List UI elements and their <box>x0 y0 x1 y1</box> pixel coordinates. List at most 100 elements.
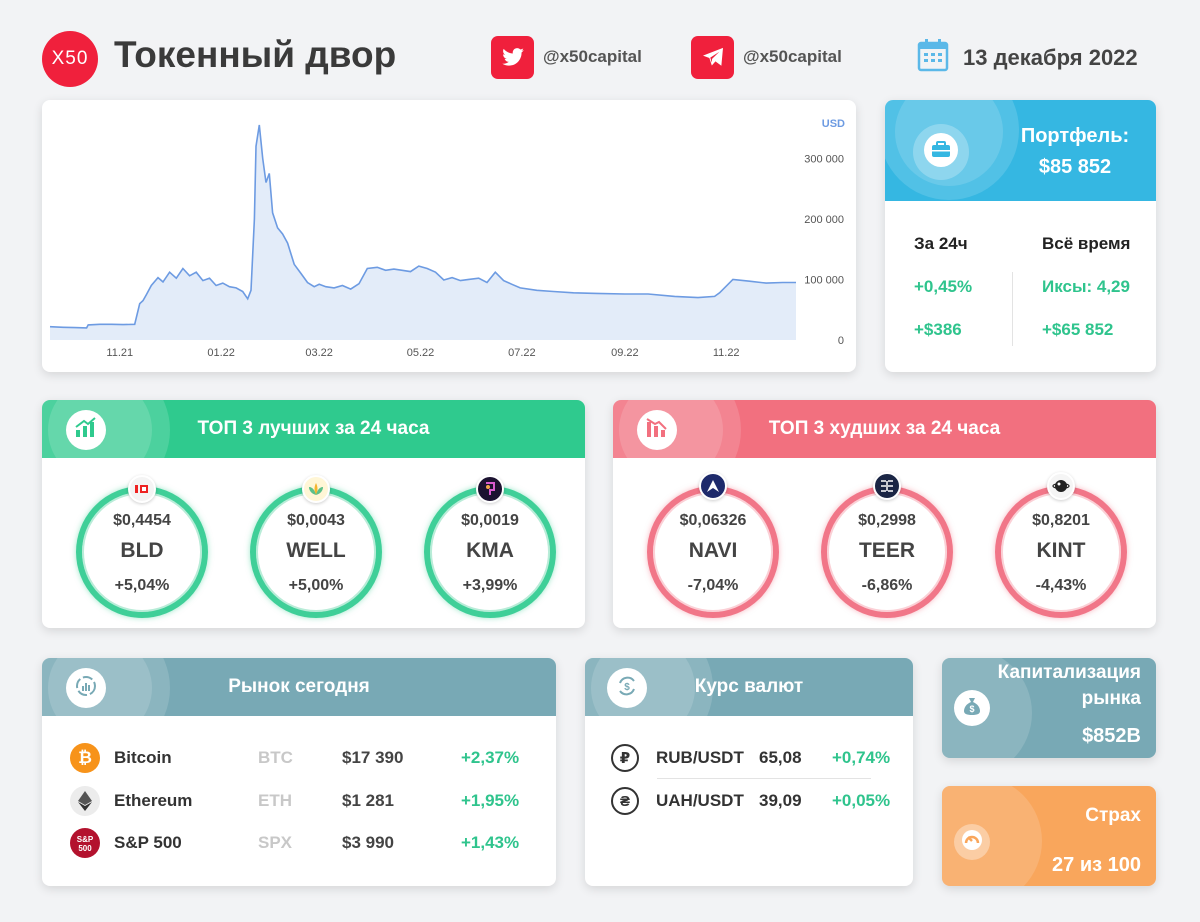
col-alltime-header: Всё время <box>1042 234 1131 253</box>
fx-change: +0,05% <box>832 791 891 810</box>
well-logo-icon <box>302 475 330 503</box>
market-row-ethereum[interactable]: Ethereum ETH $1 281 +1,95% <box>70 785 540 817</box>
market-name: S&P 500 <box>114 833 182 852</box>
svg-text:S&P: S&P <box>77 835 94 844</box>
market-name: Ethereum <box>114 791 193 810</box>
bitcoin-icon: ₿ <box>70 743 100 773</box>
telegram-icon <box>691 35 734 79</box>
market-header: Рынок сегодня <box>42 658 556 716</box>
coin-change: +5,00% <box>288 577 344 594</box>
market-card: Рынок сегодня ₿ Bitcoin BTC $17 390 +2,3… <box>42 658 556 886</box>
coin-ticker: TEER <box>858 539 915 562</box>
briefcase-icon <box>924 132 958 172</box>
top-worst-title: ТОП 3 худших за 24 часа <box>768 418 1001 439</box>
chart-down-icon <box>645 417 669 444</box>
coin-change: -7,04% <box>687 577 739 594</box>
ethereum-icon <box>70 786 100 816</box>
portfolio-header: Портфель: $85 852 <box>885 100 1156 201</box>
fx-pair: UAH/USDT <box>656 791 744 810</box>
date-text: 13 декабря 2022 <box>963 44 1138 70</box>
fx-header: $ Курс валют <box>585 658 913 716</box>
fx-divider <box>657 778 871 779</box>
chart-up-icon <box>74 416 98 444</box>
top-best-header: ТОП 3 лучших за 24 часа <box>42 400 585 458</box>
sp500-icon: S&P 500 <box>70 828 100 858</box>
page-title: Токенный двор <box>114 34 397 75</box>
currency-exchange-icon: $ <box>615 674 639 703</box>
market-name: Bitcoin <box>114 748 172 767</box>
x-tick-label: 11.21 <box>106 347 133 359</box>
money-bag-icon: $ <box>961 695 983 722</box>
coin-change: -4,43% <box>1035 577 1087 594</box>
y-tick-label: 200 000 <box>804 214 844 226</box>
coin-navi[interactable]: $0,06326 NAVI -7,04% <box>647 486 779 618</box>
market-cap-value: $852B <box>1082 725 1141 747</box>
ruble-icon: ₽ <box>611 744 639 772</box>
market-price: $1 281 <box>342 791 394 810</box>
col-24h-header: За 24ч <box>914 234 968 253</box>
telegram-handle: @x50capital <box>743 47 842 66</box>
fx-row-uah[interactable]: ₴ UAH/USDT 39,09 +0,05% <box>611 785 911 817</box>
market-row-bitcoin[interactable]: ₿ Bitcoin BTC $17 390 +2,37% <box>70 742 540 774</box>
fx-pair: RUB/USDT <box>656 748 744 767</box>
market-change: +1,43% <box>461 833 520 852</box>
teer-logo-icon <box>873 472 901 500</box>
x-tick-label: 07.22 <box>508 347 536 359</box>
coin-teer[interactable]: $0,2998 TEER -6,86% <box>821 486 953 618</box>
navi-logo-icon <box>699 472 727 500</box>
market-price: $17 390 <box>342 748 404 767</box>
chart-series-line <box>49 124 796 329</box>
coin-well[interactable]: $0,0043 WELL +5,00% <box>250 486 382 618</box>
market-cap-title-2: рынка <box>1081 688 1141 709</box>
top-worst-card: ТОП 3 худших за 24 часа $0,06326 NAVI -7… <box>613 400 1156 628</box>
svg-text:$: $ <box>969 704 974 714</box>
top-best-title: ТОП 3 лучших за 24 часа <box>197 418 430 439</box>
top-best-card: ТОП 3 лучших за 24 часа $0,4454 BLD +5,0… <box>42 400 585 628</box>
coin-ticker: BLD <box>120 539 164 562</box>
currency-label: USD <box>822 118 845 130</box>
y-tick-label: 100 000 <box>804 274 844 286</box>
coin-ticker: KINT <box>1036 539 1086 562</box>
divider <box>1012 272 1013 346</box>
bld-logo-icon <box>128 475 156 503</box>
coin-kint[interactable]: $0,8201 KINT -4,43% <box>995 486 1127 618</box>
coin-price: $0,4454 <box>113 512 171 529</box>
portfolio-card: Портфель: $85 852 За 24ч Всё время +0,45… <box>885 100 1156 372</box>
top-worst-header: ТОП 3 худших за 24 часа <box>613 400 1156 458</box>
coin-change: -6,86% <box>861 577 913 594</box>
fx-row-rub[interactable]: ₽ RUB/USDT 65,08 +0,74% <box>611 742 911 774</box>
coin-ticker: NAVI <box>688 539 738 562</box>
portfolio-title: Портфель: <box>1020 125 1130 147</box>
chart-area-fill <box>50 125 796 340</box>
alltime-usd: +$65 852 <box>1042 320 1114 339</box>
fx-card: $ Курс валют ₽ RUB/USDT 65,08 +0,74% ₴ U… <box>585 658 913 886</box>
coin-ticker: KMA <box>466 539 514 562</box>
day-usd: +$386 <box>914 320 962 339</box>
portfolio-chart: 11.21 01.22 03.22 05.22 07.22 09.22 11.22 0 100 … <box>49 118 845 359</box>
market-row-sp500[interactable]: S&P 500 S&P 500 SPX $3 990 +1,43% <box>70 827 540 859</box>
coin-kma[interactable]: $0,0019 KMA +3,99% <box>424 486 556 618</box>
portfolio-value: $85 852 <box>1038 156 1112 178</box>
x-tick-label: 09.22 <box>611 347 639 359</box>
portfolio-chart-card: 11.21 01.22 03.22 05.22 07.22 09.22 11.22 0 100 … <box>42 100 856 372</box>
fx-title: Курс валют <box>694 676 804 697</box>
telegram-link[interactable]: @x50capital <box>691 35 842 79</box>
twitter-icon <box>491 35 534 79</box>
coin-change: +5,04% <box>114 577 170 594</box>
twitter-link[interactable]: @x50capital <box>491 35 642 79</box>
market-change: +2,37% <box>461 748 520 767</box>
fx-rate: 39,09 <box>759 791 802 810</box>
coin-bld[interactable]: $0,4454 BLD +5,04% <box>76 486 208 618</box>
x-tick-label: 11.22 <box>713 347 740 359</box>
market-symbol: BTC <box>258 748 293 767</box>
twitter-handle: @x50capital <box>543 47 642 66</box>
x-tick-label: 03.22 <box>305 347 333 359</box>
gauge-icon <box>960 828 984 857</box>
coin-price: $0,06326 <box>679 512 747 529</box>
x-tick-label: 05.22 <box>407 347 435 359</box>
y-tick-label: 300 000 <box>804 153 844 165</box>
coin-price: $0,2998 <box>858 512 916 529</box>
x-tick-label: 01.22 <box>207 347 235 359</box>
fx-rate: 65,08 <box>759 748 802 767</box>
coin-ticker: WELL <box>286 539 346 562</box>
